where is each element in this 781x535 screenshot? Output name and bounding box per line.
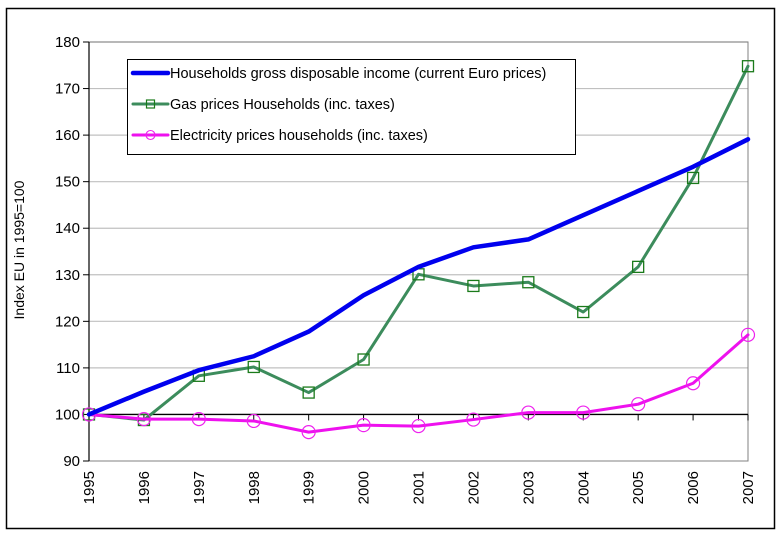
data-point-circle [685, 376, 701, 391]
data-point-circle [191, 412, 206, 427]
data-point-square [247, 360, 260, 374]
x-tick-label: 1999 [301, 471, 318, 504]
x-tick-label: 1995 [81, 471, 98, 504]
series-line [87, 64, 750, 422]
y-tick-label: 120 [55, 313, 80, 330]
data-point-square [686, 171, 700, 185]
x-tick-label: 2006 [685, 471, 702, 504]
series-2 [81, 327, 756, 440]
y-tick-label: 130 [55, 267, 80, 284]
legend-label: Electricity prices households (inc. taxe… [170, 128, 428, 144]
x-tick-label: 2001 [411, 471, 428, 504]
data-point-circle [740, 327, 756, 342]
x-tick-label: 2004 [575, 471, 592, 504]
legend-label: Gas prices Households (inc. taxes) [170, 97, 395, 113]
series-group [81, 60, 756, 440]
x-tick-label: 1996 [136, 471, 153, 504]
data-point-square [302, 386, 315, 399]
x-tick-label: 2005 [630, 471, 647, 504]
data-point-square [577, 305, 590, 319]
series-0 [86, 137, 751, 417]
data-point-circle [81, 407, 97, 422]
y-tick-label: 170 [55, 81, 80, 98]
series-line [87, 333, 750, 434]
data-point-circle [301, 425, 316, 440]
series-1 [82, 60, 755, 427]
x-tick-label: 2003 [520, 471, 537, 504]
legend-marker-circle [145, 129, 156, 141]
data-point-circle [356, 418, 371, 433]
axes [83, 41, 749, 462]
y-axis-title: Index EU in 1995=100 [11, 180, 27, 319]
x-tick-label: 1998 [246, 471, 263, 504]
y-tick-label: 90 [63, 453, 80, 470]
legend: Households gross disposable income (curr… [127, 59, 576, 155]
legend-label: Households gross disposable income (curr… [170, 66, 546, 82]
series-line [86, 137, 751, 417]
data-point-circle [246, 413, 261, 429]
x-tick-label: 2002 [465, 471, 482, 504]
x-tick-label: 2007 [740, 471, 757, 504]
y-tick-label: 160 [55, 127, 80, 144]
y-tick-label: 150 [55, 174, 80, 191]
legend-box [127, 59, 576, 155]
data-point-circle [631, 397, 646, 412]
y-tick-label: 140 [55, 220, 80, 237]
y-tick-label: 180 [55, 34, 80, 51]
data-point-circle [576, 405, 591, 420]
y-tick-label: 110 [56, 360, 80, 377]
x-tick-label: 2000 [356, 471, 373, 504]
data-point-square [741, 60, 755, 73]
data-point-circle [521, 405, 536, 420]
data-point-square [522, 276, 535, 289]
data-point-square [467, 279, 480, 293]
legend-marker-square [145, 99, 156, 109]
data-point-circle [136, 412, 152, 427]
y-tick-label: 100 [55, 406, 80, 423]
x-tick-label: 1997 [191, 471, 208, 504]
x-tick-labels: 1995 1996 1997 1998 1999 2000 2001 2002 2003 2004… [81, 471, 757, 504]
y-tick-labels: 90 100 110 120 130 140 150 160 170 180 [55, 34, 80, 470]
data-point-square [632, 260, 645, 274]
data-point-circle [466, 412, 481, 427]
data-point-square [357, 353, 370, 366]
data-point-circle [411, 418, 426, 434]
